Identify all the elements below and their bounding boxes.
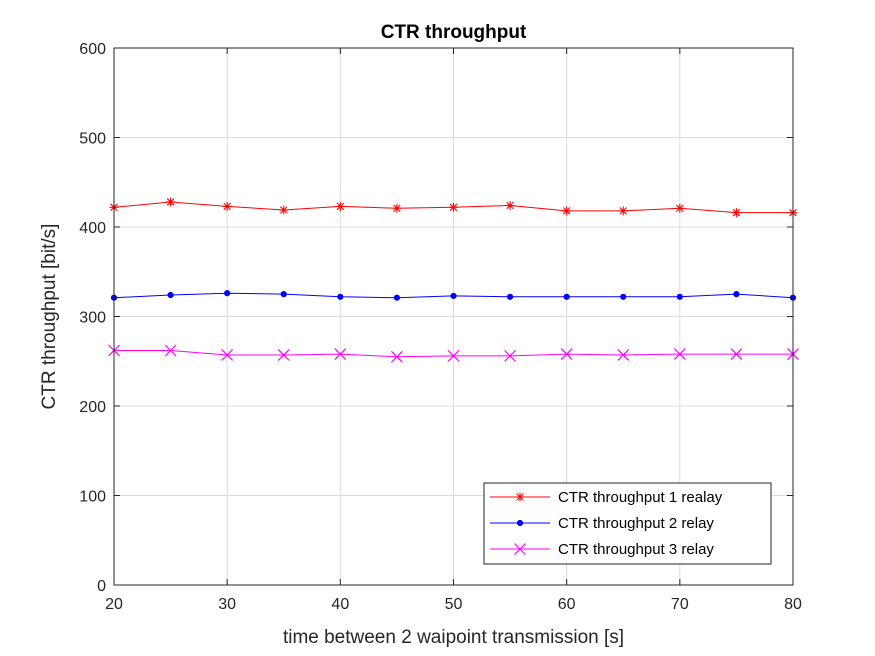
x-tick-label: 60 — [558, 596, 576, 613]
series-2 — [110, 290, 797, 301]
y-tick-label: 600 — [79, 41, 106, 58]
data-point — [562, 206, 572, 216]
data-point — [731, 208, 741, 218]
data-point — [514, 543, 526, 555]
data-point — [279, 205, 289, 215]
series-3 — [108, 344, 799, 363]
data-point — [334, 348, 347, 361]
data-point — [221, 349, 234, 361]
x-axis-label: time between 2 waipoint transmission [s] — [283, 627, 624, 648]
data-point-stroke — [334, 348, 347, 361]
data-point-stroke — [221, 349, 234, 361]
data-point — [673, 348, 686, 361]
data-point-stroke — [504, 349, 517, 362]
data-point — [620, 293, 627, 300]
legend-label: CTR throughput 3 relay — [558, 541, 714, 558]
x-tick-label: 40 — [331, 596, 349, 613]
data-point — [516, 519, 524, 527]
series-layer — [108, 197, 799, 363]
data-point — [450, 292, 457, 300]
data-point — [733, 291, 740, 298]
data-point — [390, 350, 403, 363]
data-point-stroke — [676, 204, 684, 212]
data-point — [560, 348, 573, 361]
x-tick-label: 30 — [218, 596, 236, 613]
legend-item: CTR throughput 3 relay — [490, 541, 714, 558]
y-tick-label: 400 — [79, 220, 106, 237]
data-point-stroke — [730, 348, 743, 361]
data-point — [222, 201, 232, 211]
data-point — [675, 203, 685, 213]
data-point — [277, 349, 290, 361]
data-point-stroke — [390, 350, 403, 363]
y-tick-label: 0 — [97, 578, 106, 595]
x-tick-label: 20 — [105, 596, 123, 613]
data-point-stroke — [279, 206, 288, 214]
data-point — [393, 294, 401, 301]
data-point — [676, 293, 683, 300]
data-point-stroke — [617, 349, 630, 361]
data-point-stroke — [732, 208, 741, 217]
data-point — [730, 348, 743, 361]
data-point-stroke — [514, 543, 526, 555]
data-point-stroke — [449, 203, 458, 212]
data-point — [506, 293, 514, 300]
y-tick-label: 200 — [79, 399, 106, 416]
data-point-stroke — [562, 207, 571, 215]
data-point — [563, 293, 570, 300]
series-1 — [109, 197, 798, 218]
data-point — [337, 293, 344, 300]
data-point-stroke — [393, 204, 401, 212]
data-point-stroke — [619, 207, 628, 215]
data-point-stroke — [164, 344, 177, 357]
data-point — [618, 206, 628, 216]
x-tick-label: 70 — [671, 596, 689, 613]
data-point-stroke — [277, 349, 290, 361]
legend-label: CTR throughput 1 realay — [558, 489, 723, 506]
data-point — [515, 492, 525, 502]
x-tick-label: 50 — [445, 596, 463, 613]
legend: CTR throughput 1 realay CTR throughput 2 … — [483, 482, 772, 565]
data-point-stroke — [223, 202, 231, 211]
data-point-stroke — [560, 348, 573, 361]
data-point — [505, 201, 515, 211]
data-point — [504, 349, 517, 362]
data-point — [617, 349, 630, 361]
data-point-stroke — [673, 348, 686, 361]
y-tick-label: 100 — [79, 489, 106, 506]
ticks: 20 30 40 50 60 70 80 0 100 200 300 400 500 600 — [79, 41, 802, 613]
data-point-stroke — [516, 493, 524, 501]
data-point — [392, 203, 402, 213]
x-tick-label: 80 — [784, 596, 802, 613]
data-point — [280, 291, 287, 298]
legend-label: CTR throughput 2 relay — [558, 515, 714, 532]
data-point — [447, 349, 460, 362]
data-point — [167, 291, 174, 299]
data-point — [164, 344, 177, 357]
data-point-stroke — [336, 202, 345, 211]
data-point-stroke — [506, 201, 514, 210]
data-point-stroke — [447, 349, 460, 362]
data-point — [335, 201, 345, 211]
data-point — [166, 197, 176, 207]
legend-item: CTR throughput 2 relay — [490, 515, 714, 532]
chart-title: CTR throughput — [381, 22, 527, 43]
legend-item: CTR throughput 1 realay — [490, 489, 723, 506]
data-point — [449, 202, 458, 212]
y-tick-label: 500 — [79, 131, 106, 148]
data-point-stroke — [166, 198, 175, 206]
y-tick-label: 300 — [79, 310, 106, 327]
data-point — [224, 290, 231, 297]
y-axis-label: CTR throughput [bit/s] — [39, 224, 60, 410]
